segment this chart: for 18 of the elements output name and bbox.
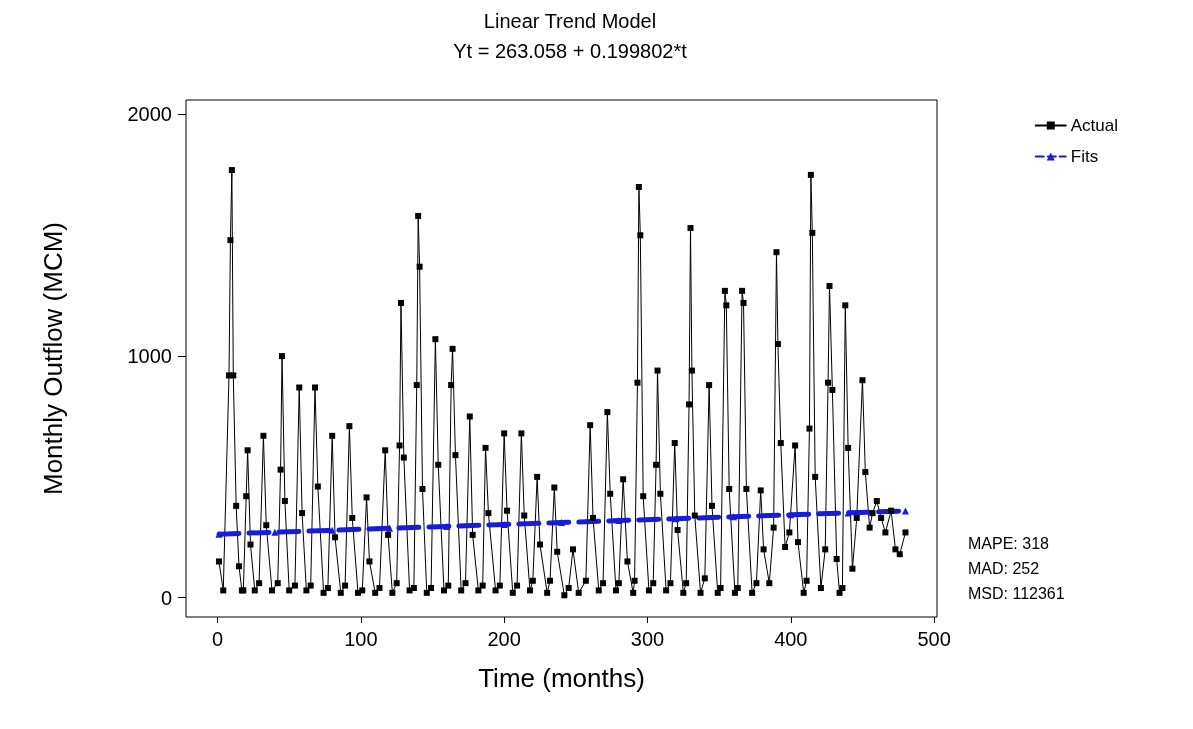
legend-label: Fits xyxy=(1070,147,1099,166)
chart-subtitle: Yt = 263.058 + 0.199802*t xyxy=(453,40,688,62)
x-axis-title: Time (months) xyxy=(478,663,645,693)
text: MAPE: 318 xyxy=(968,534,1050,552)
legend-label: Actual xyxy=(1070,116,1118,135)
y-tick-label: 2000 xyxy=(127,103,172,126)
text: MAD: 252 xyxy=(968,559,1040,577)
x-tick-label: 0 xyxy=(211,628,224,650)
x-tick-label: 200 xyxy=(487,628,521,650)
text: MSD: 112361 xyxy=(968,584,1065,602)
x-tick-label: 500 xyxy=(917,628,951,650)
x-tick-label: 300 xyxy=(630,628,665,650)
x-tick-label: 400 xyxy=(774,628,808,650)
x-tick-label: 100 xyxy=(344,628,378,650)
y-tick-label: 0 xyxy=(160,586,172,609)
chart-title: Linear Trend Model xyxy=(483,10,657,32)
y-axis-title: Monthly Outflow (MCM) xyxy=(38,221,68,496)
y-tick-label: 1000 xyxy=(127,345,172,368)
